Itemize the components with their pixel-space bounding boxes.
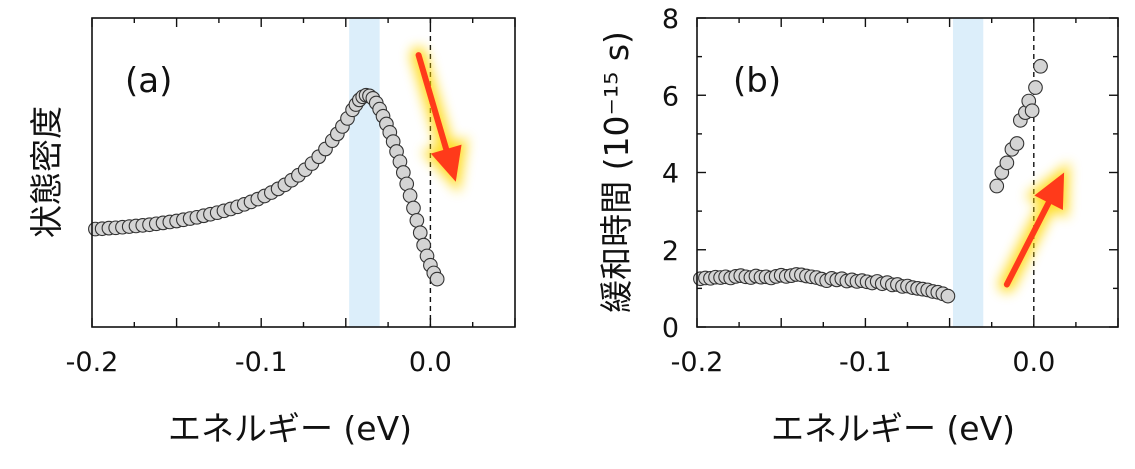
trend-arrow-shaft bbox=[1003, 199, 1052, 288]
data-point bbox=[406, 200, 421, 216]
x-axis-title: エネルギー (eV) bbox=[771, 409, 1015, 448]
x-tick-label: 0.0 bbox=[409, 347, 452, 378]
trend-arrow-head bbox=[1034, 172, 1065, 211]
data-point bbox=[989, 178, 1005, 194]
energy-band-highlight bbox=[952, 18, 984, 327]
y-tick-label: 6 bbox=[662, 81, 679, 112]
x-tick-label: -0.2 bbox=[671, 347, 724, 378]
y-axis-title: 状態密度 bbox=[27, 106, 66, 238]
data-point bbox=[1024, 103, 1040, 119]
x-tick-label: 0.0 bbox=[1012, 347, 1055, 378]
y-tick-label: 4 bbox=[662, 159, 679, 190]
data-point bbox=[412, 225, 428, 241]
panel-label: (b) bbox=[733, 61, 781, 101]
x-tick-label: -0.1 bbox=[839, 347, 892, 378]
x-axis-title: エネルギー (eV) bbox=[168, 409, 412, 448]
data-point bbox=[1009, 136, 1025, 151]
panel-label: (a) bbox=[125, 61, 172, 101]
x-tick-label: -0.1 bbox=[235, 347, 288, 378]
panel-b-relaxation-time: -0.2 -0.1 0.0 0 2 4 6 8 (b) エネルギー (eV) 緩和時間 (10⁻¹⁵… bbox=[597, 4, 1119, 448]
panel-a-density-of-states: -0.2 -0.1 0.0 (a) エネルギー (eV) 状態密度 bbox=[27, 17, 516, 448]
energy-band-highlight bbox=[349, 18, 380, 327]
y-tick-label: 8 bbox=[662, 4, 679, 35]
y-tick-label: 0 bbox=[662, 313, 679, 344]
data-point bbox=[1028, 80, 1043, 95]
data-point bbox=[409, 213, 425, 228]
y-tick-label: 2 bbox=[662, 236, 679, 267]
data-point bbox=[402, 188, 418, 204]
data-point bbox=[429, 271, 445, 287]
data-point bbox=[1033, 58, 1048, 74]
x-tick-label: -0.2 bbox=[66, 347, 119, 378]
data-point bbox=[940, 288, 956, 304]
y-axis-title: 緩和時間 (10⁻¹⁵ s) bbox=[597, 31, 636, 313]
trend-arrow-shaft bbox=[415, 52, 450, 153]
trend-arrow-head bbox=[430, 144, 462, 182]
data-point bbox=[999, 155, 1015, 171]
